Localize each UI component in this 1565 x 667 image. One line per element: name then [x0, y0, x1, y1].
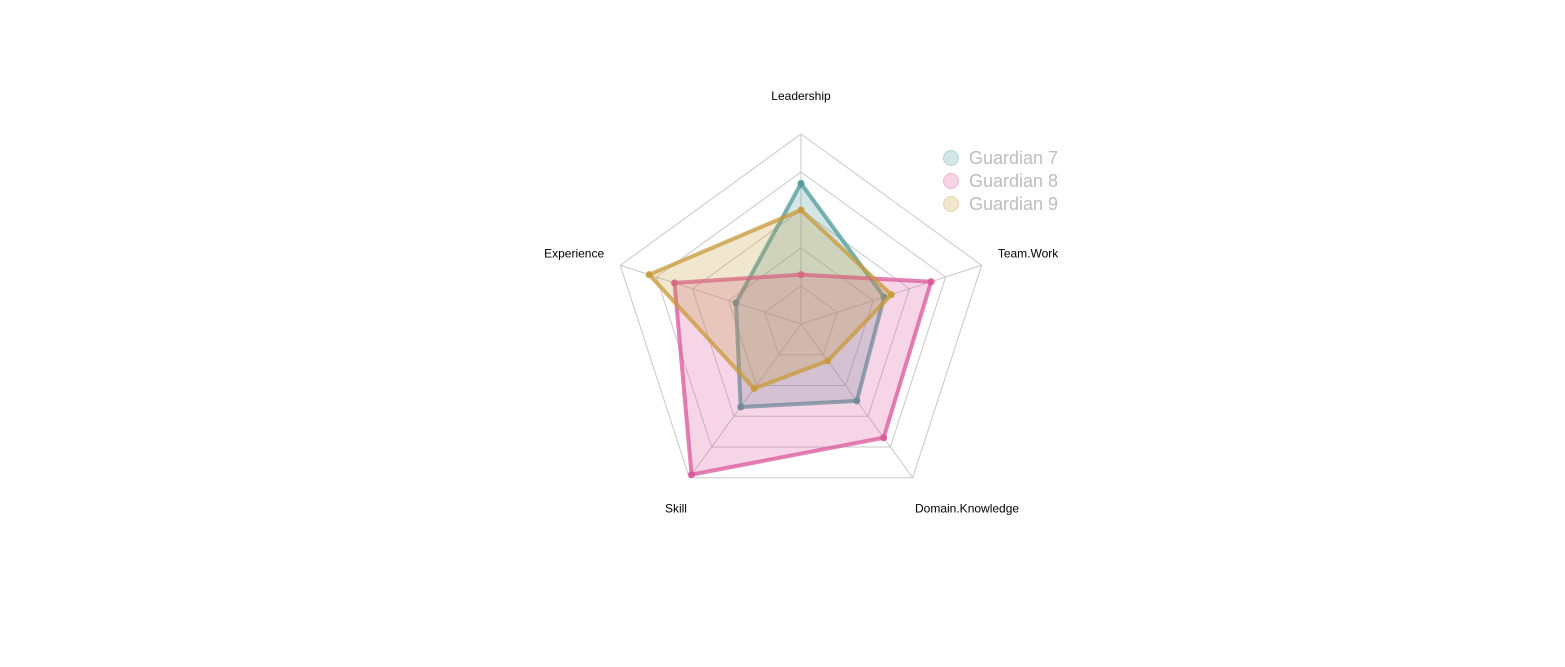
legend-label-guardian-8: Guardian 8: [969, 171, 1058, 191]
data-point-guardian-7-domain-knowledge: [853, 397, 861, 405]
data-point-guardian-7-skill: [737, 403, 745, 411]
grid-ring-1: [764, 285, 838, 356]
data-point-guardian-8-leadership: [797, 271, 805, 279]
axis-label-team-work: Team.Work: [998, 247, 1059, 261]
data-point-guardian-9-team-work: [887, 291, 895, 299]
data-point-guardian-9-skill: [750, 385, 758, 393]
legend: Guardian 7 Guardian 8 Guardian 9: [943, 148, 1058, 214]
data-point-guardian-8-team-work: [927, 278, 935, 286]
axis-label-experience: Experience: [544, 247, 604, 261]
legend-marker-guardian-9: [943, 196, 959, 212]
spoke-skill: [688, 323, 802, 479]
data-point-guardian-7-experience: [732, 299, 740, 307]
data-point-guardian-9-leadership: [797, 206, 805, 214]
legend-marker-guardian-8: [943, 173, 959, 189]
legend-label-guardian-9: Guardian 9: [969, 194, 1058, 214]
series-area-guardian-8: [672, 272, 934, 477]
series-guardian-9: [645, 206, 895, 393]
axis-label-skill: Skill: [665, 501, 687, 515]
series-guardian-8: [671, 271, 935, 479]
grid-ring-5: [619, 133, 983, 479]
data-point-guardian-9-domain-knowledge: [824, 357, 832, 365]
axis-label-domain-knowledge: Domain.Knowledge: [915, 501, 1019, 515]
data-point-guardian-9-experience: [645, 271, 653, 279]
axis-label-leadership: Leadership: [771, 89, 831, 103]
data-point-guardian-8-domain-knowledge: [880, 434, 888, 442]
grid-ring-3: [691, 209, 911, 417]
legend-marker-guardian-7: [943, 150, 959, 166]
axis-labels: Leadership Team.Work Domain.Knowledge Skill…: [544, 89, 1059, 515]
data-point-guardian-7-leadership: [797, 179, 805, 187]
series-area-guardian-9: [647, 208, 894, 391]
radar-series: [645, 179, 935, 479]
legend-label-guardian-7: Guardian 7: [969, 148, 1058, 168]
data-point-guardian-8-skill: [688, 471, 696, 479]
data-point-guardian-8-experience: [671, 279, 679, 287]
